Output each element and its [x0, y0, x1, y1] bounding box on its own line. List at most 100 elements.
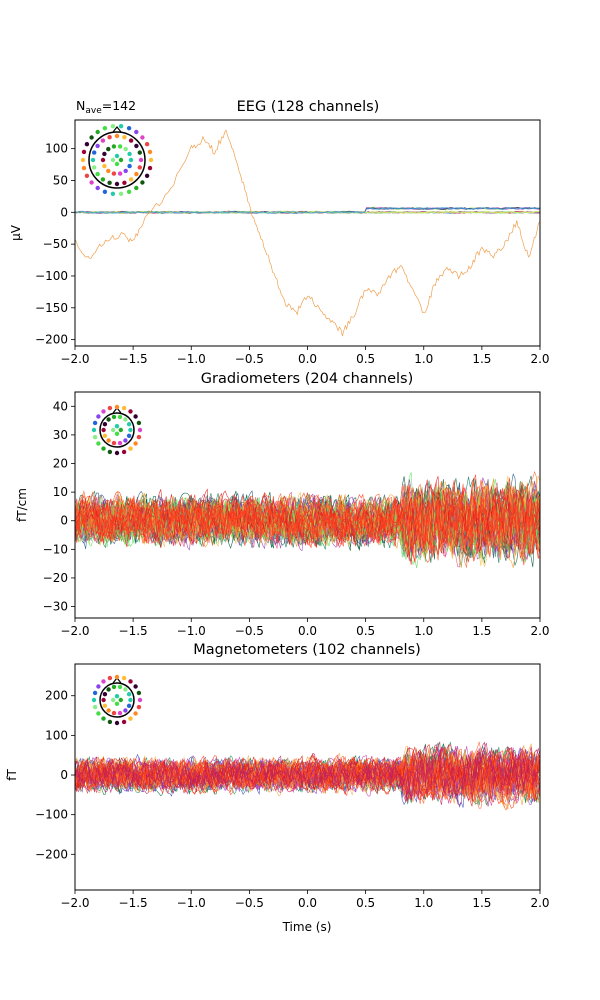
- sensor-dot: [117, 440, 123, 446]
- sensor-dot: [134, 171, 139, 177]
- gradiometers-x-tick-label: −1.0: [177, 624, 206, 638]
- sensor-dot: [107, 405, 113, 411]
- sensor-dot: [111, 414, 117, 420]
- sensor-dot: [123, 168, 128, 174]
- sensor-dot: [136, 704, 142, 710]
- sensor-dot: [114, 720, 120, 726]
- sensor-dot: [114, 701, 120, 706]
- sensor-dot: [107, 719, 113, 725]
- sensor-dot: [84, 173, 90, 178]
- sensor-dot: [92, 165, 97, 170]
- magnetometers-y-tick-label: 0: [60, 768, 68, 782]
- eeg-y-tick-label: −150: [35, 301, 68, 315]
- sensor-dot: [128, 409, 133, 414]
- sensor-dot: [90, 157, 96, 163]
- sensor-dot: [134, 129, 139, 135]
- sensor-dot: [107, 180, 112, 185]
- eeg-x-tick-label: 1.5: [472, 352, 491, 366]
- sensor-dot: [128, 679, 133, 684]
- gradiometers-y-tick-label: 30: [53, 428, 68, 442]
- sensor-dot: [114, 431, 120, 436]
- gradiometers-channel-trace: [75, 474, 540, 562]
- sensor-dot: [137, 150, 142, 155]
- magnetometers-y-tick-label: −100: [35, 808, 68, 822]
- gradiometers-x-tick-label: 1.5: [472, 624, 491, 638]
- sensor-dot: [126, 433, 132, 438]
- magnetometers-y-tick-label: −200: [35, 847, 68, 861]
- sensor-dot: [91, 427, 97, 433]
- eeg-x-tick-label: −0.5: [235, 352, 264, 366]
- sensor-dot: [101, 427, 106, 433]
- sensor-dot: [111, 427, 116, 433]
- gradiometers-y-tick-label: −20: [43, 571, 68, 585]
- sensor-dot: [123, 417, 128, 422]
- magnetometers-sensor-head-icon: [91, 674, 143, 726]
- sensor-dot: [123, 146, 128, 152]
- eeg-title: EEG (128 channels): [237, 99, 380, 115]
- sensor-dot: [111, 171, 117, 176]
- gradiometers-y-tick-label: 20: [53, 457, 68, 471]
- sensor-dot: [110, 191, 116, 196]
- sensor-dot: [138, 157, 144, 163]
- sensor-dot: [106, 708, 111, 713]
- sensor-dot: [95, 129, 100, 135]
- sensor-dot: [118, 157, 124, 163]
- sensor-dot: [92, 420, 98, 426]
- magnetometers-x-tick-label: 0.5: [356, 896, 375, 910]
- sensor-dot: [84, 142, 90, 147]
- eeg-y-tick-label: 100: [45, 142, 68, 156]
- sensor-dot: [147, 165, 153, 171]
- sensor-dot: [111, 710, 117, 716]
- gradiometers-y-tick-label: −10: [43, 542, 68, 556]
- sensor-dot: [100, 177, 106, 182]
- sensor-dot: [136, 434, 142, 440]
- sensor-dot: [144, 142, 150, 147]
- magnetometers-x-tick-label: 1.0: [414, 896, 433, 910]
- sensor-dot: [111, 697, 116, 703]
- sensor-dot: [92, 434, 98, 440]
- sensor-dot: [117, 710, 123, 716]
- sensor-dot: [136, 420, 142, 426]
- sensor-dot: [127, 163, 132, 169]
- magnetometers-x-tick-label: 2.0: [530, 896, 549, 910]
- sensor-dot: [121, 405, 127, 411]
- sensor-dot: [101, 409, 106, 414]
- gradiometers-y-tick-label: 0: [60, 514, 68, 528]
- sensor-dot: [102, 163, 107, 169]
- magnetometers-y-tick-label: 100: [45, 728, 68, 742]
- magnetometers-x-tick-label: −0.5: [235, 896, 264, 910]
- sensor-dot: [121, 449, 127, 455]
- sensor-dot: [137, 427, 143, 433]
- eeg-panel: EEG (128 channels) µV −2.0 −1.5 −1.0 −0.5 0.…: [9, 99, 550, 366]
- sensor-dot: [140, 180, 145, 185]
- eeg-y-tick-label: 50: [53, 173, 68, 187]
- eeg-x-tick-label: −1.5: [119, 352, 148, 366]
- sensor-dot: [102, 692, 108, 697]
- sensor-dot: [128, 716, 133, 721]
- sensor-dot: [81, 165, 87, 171]
- sensor-dot: [126, 692, 132, 697]
- eeg-outlier-trace: [75, 129, 540, 337]
- sensor-dot: [118, 697, 123, 703]
- sensor-dot: [89, 180, 94, 185]
- sensor-dot: [114, 450, 120, 456]
- sensor-dot: [121, 675, 127, 681]
- gradiometers-x-tick-label: 2.0: [530, 624, 549, 638]
- sensor-dot: [117, 414, 123, 420]
- sensor-dot: [102, 433, 108, 438]
- sensor-dot: [101, 697, 106, 703]
- eeg-x-tick-label: 0.5: [356, 352, 375, 366]
- sensor-dot: [96, 684, 101, 689]
- sensor-dot: [101, 679, 106, 684]
- sensor-dot: [111, 440, 117, 446]
- head-nose: [112, 126, 122, 133]
- sensor-dot: [147, 149, 153, 155]
- gradiometers-y-tick-label: 40: [53, 399, 68, 413]
- sensor-dot: [118, 124, 124, 129]
- sensor-dot: [134, 185, 139, 191]
- eeg-x-tick-label: −1.0: [177, 352, 206, 366]
- sensor-dot: [118, 427, 123, 433]
- sensor-dot: [106, 438, 111, 443]
- sensor-dot: [114, 153, 120, 159]
- magnetometers-x-tick-label: −1.0: [177, 896, 206, 910]
